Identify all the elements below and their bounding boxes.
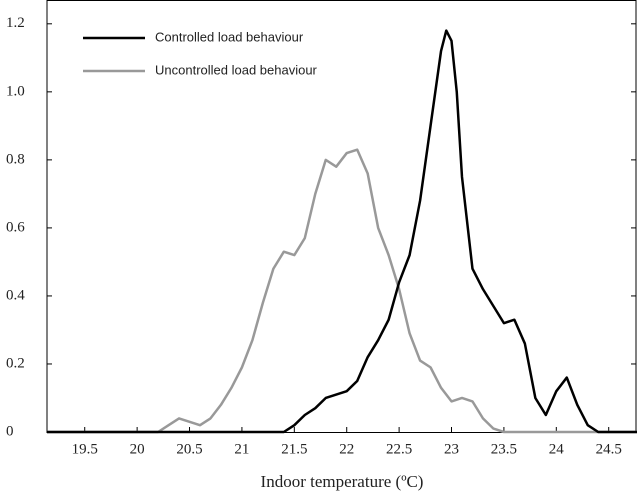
y-tick-label: 1.0 — [6, 83, 25, 99]
x-tick-label: 20 — [130, 441, 145, 457]
legend-label: Uncontrolled load behaviour — [155, 62, 318, 77]
y-tick-label: 0.2 — [6, 355, 25, 371]
x-tick-label: 19.5 — [72, 441, 98, 457]
plot-frame — [46, 0, 637, 433]
x-tick-label: 24.5 — [596, 441, 622, 457]
y-tick-label: 0.4 — [6, 287, 25, 303]
x-tick-label: 22 — [339, 441, 354, 457]
series-line — [47, 148, 637, 434]
legend-label: Controlled load behaviour — [155, 29, 304, 44]
x-tick-label: 23 — [444, 441, 459, 457]
y-tick-label: 1.2 — [6, 15, 25, 31]
y-tick-label: 0.6 — [6, 219, 25, 235]
x-axis-label: Indoor temperature (ºC) — [261, 472, 424, 491]
x-tick-label: 22.5 — [386, 441, 412, 457]
x-tick-label: 23.5 — [491, 441, 517, 457]
x-tick-label: 24 — [549, 441, 565, 457]
x-tick-label: 21.5 — [281, 441, 307, 457]
y-tick-label: 0.8 — [6, 151, 25, 167]
x-tick-label: 21 — [234, 441, 249, 457]
series-line — [47, 29, 637, 434]
y-tick-label: 0 — [6, 423, 14, 439]
x-tick-label: 20.5 — [176, 441, 202, 457]
